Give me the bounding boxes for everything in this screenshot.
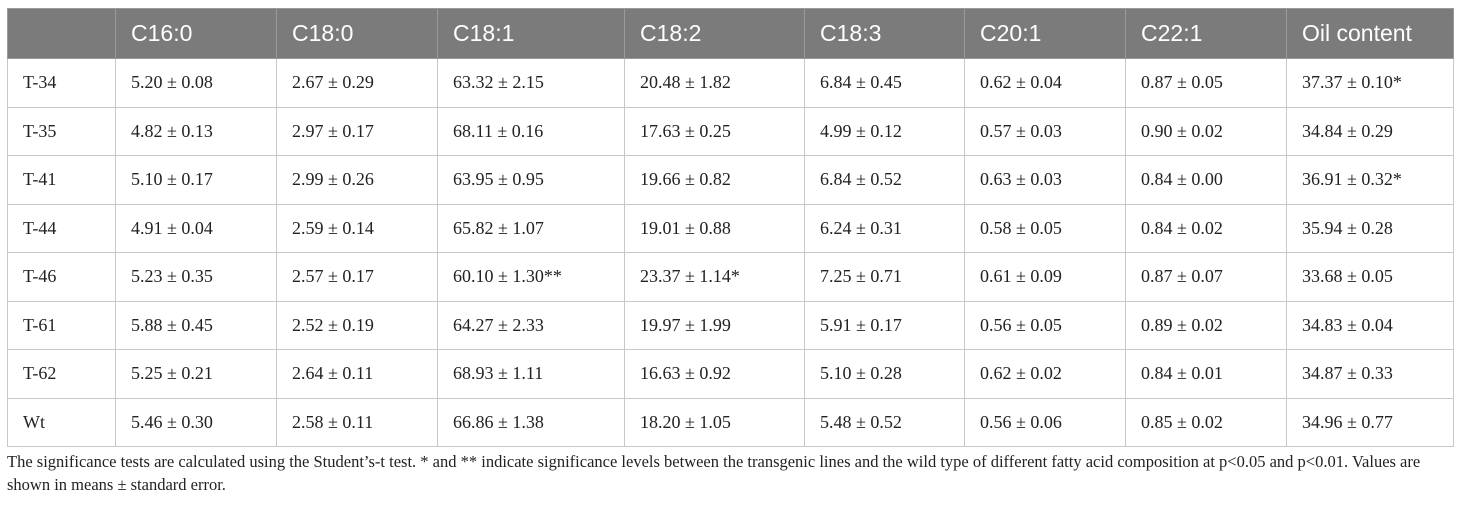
table-cell: 5.48 ± 0.52 xyxy=(804,397,965,447)
table-cell: 7.25 ± 0.71 xyxy=(804,252,965,302)
table-cell: 5.91 ± 0.17 xyxy=(804,300,965,350)
table-cell: 2.58 ± 0.11 xyxy=(276,397,438,447)
table-cell: 19.97 ± 1.99 xyxy=(624,300,805,350)
row-label-cell: T-62 xyxy=(7,349,116,399)
table-cell: 0.84 ± 0.00 xyxy=(1125,155,1287,205)
table-cell: 60.10 ± 1.30** xyxy=(437,252,625,302)
header-row: C16:0 C18:0 C18:1 C18:2 C18:3 C20:1 C22:1 Oil c… xyxy=(7,8,1454,59)
table-cell: 37.37 ± 0.10* xyxy=(1286,58,1454,108)
row-label-cell: T-61 xyxy=(7,300,116,350)
table-row: Wt 5.46 ± 0.30 2.58 ± 0.11 66.86 ± 1.38 18.2… xyxy=(7,397,1454,447)
table-cell: 4.99 ± 0.12 xyxy=(804,106,965,156)
table-cell: 0.63 ± 0.03 xyxy=(964,155,1126,205)
table-cell: 0.62 ± 0.02 xyxy=(964,349,1126,399)
table-cell: 2.67 ± 0.29 xyxy=(276,58,438,108)
table-cell: 2.97 ± 0.17 xyxy=(276,106,438,156)
table-cell: 4.91 ± 0.04 xyxy=(115,203,277,253)
data-table-container: C16:0 C18:0 C18:1 C18:2 C18:3 C20:1 C22:1 Oil c… xyxy=(7,8,1454,447)
table-cell: 19.01 ± 0.88 xyxy=(624,203,805,253)
table-cell: 5.25 ± 0.21 xyxy=(115,349,277,399)
table-cell: 6.84 ± 0.52 xyxy=(804,155,965,205)
table-cell: 66.86 ± 1.38 xyxy=(437,397,625,447)
table-row: T-35 4.82 ± 0.13 2.97 ± 0.17 68.11 ± 0.16 17… xyxy=(7,106,1454,156)
column-header: C20:1 xyxy=(964,8,1126,59)
fatty-acid-table: C16:0 C18:0 C18:1 C18:2 C18:3 C20:1 C22:1 Oil c… xyxy=(7,8,1454,447)
row-label-cell: T-34 xyxy=(7,58,116,108)
table-row: T-44 4.91 ± 0.04 2.59 ± 0.14 65.82 ± 1.07 19… xyxy=(7,203,1454,253)
table-cell: 0.61 ± 0.09 xyxy=(964,252,1126,302)
table-cell: 17.63 ± 0.25 xyxy=(624,106,805,156)
row-label-cell: T-46 xyxy=(7,252,116,302)
table-cell: 34.84 ± 0.29 xyxy=(1286,106,1454,156)
table-cell: 0.56 ± 0.06 xyxy=(964,397,1126,447)
table-cell: 20.48 ± 1.82 xyxy=(624,58,805,108)
column-header: C16:0 xyxy=(115,8,277,59)
table-cell: 5.23 ± 0.35 xyxy=(115,252,277,302)
table-cell: 2.64 ± 0.11 xyxy=(276,349,438,399)
table-cell: 34.83 ± 0.04 xyxy=(1286,300,1454,350)
row-label-cell: Wt xyxy=(7,397,116,447)
table-row: T-62 5.25 ± 0.21 2.64 ± 0.11 68.93 ± 1.11 16… xyxy=(7,349,1454,399)
table-cell: 0.84 ± 0.02 xyxy=(1125,203,1287,253)
table-cell: 6.84 ± 0.45 xyxy=(804,58,965,108)
table-row: T-61 5.88 ± 0.45 2.52 ± 0.19 64.27 ± 2.33 19… xyxy=(7,300,1454,350)
table-cell: 0.87 ± 0.05 xyxy=(1125,58,1287,108)
table-cell: 4.82 ± 0.13 xyxy=(115,106,277,156)
column-header: C22:1 xyxy=(1125,8,1287,59)
header-cell-corner xyxy=(7,8,116,59)
table-cell: 5.10 ± 0.28 xyxy=(804,349,965,399)
table-cell: 63.95 ± 0.95 xyxy=(437,155,625,205)
row-label-cell: T-41 xyxy=(7,155,116,205)
table-cell: 16.63 ± 0.92 xyxy=(624,349,805,399)
column-header: C18:3 xyxy=(804,8,965,59)
table-cell: 2.57 ± 0.17 xyxy=(276,252,438,302)
row-label-cell: T-44 xyxy=(7,203,116,253)
table-body: T-34 5.20 ± 0.08 2.67 ± 0.29 63.32 ± 2.15 20… xyxy=(7,58,1454,447)
table-cell: 19.66 ± 0.82 xyxy=(624,155,805,205)
table-cell: 23.37 ± 1.14* xyxy=(624,252,805,302)
row-label-cell: T-35 xyxy=(7,106,116,156)
table-cell: 5.46 ± 0.30 xyxy=(115,397,277,447)
table-cell: 0.56 ± 0.05 xyxy=(964,300,1126,350)
table-header: C16:0 C18:0 C18:1 C18:2 C18:3 C20:1 C22:1 Oil c… xyxy=(7,8,1454,59)
table-cell: 0.85 ± 0.02 xyxy=(1125,397,1287,447)
table-cell: 0.87 ± 0.07 xyxy=(1125,252,1287,302)
table-cell: 6.24 ± 0.31 xyxy=(804,203,965,253)
table-cell: 0.57 ± 0.03 xyxy=(964,106,1126,156)
table-cell: 0.58 ± 0.05 xyxy=(964,203,1126,253)
table-cell: 0.84 ± 0.01 xyxy=(1125,349,1287,399)
table-cell: 34.96 ± 0.77 xyxy=(1286,397,1454,447)
table-row: T-41 5.10 ± 0.17 2.99 ± 0.26 63.95 ± 0.95 19… xyxy=(7,155,1454,205)
table-cell: 2.52 ± 0.19 xyxy=(276,300,438,350)
table-cell: 5.88 ± 0.45 xyxy=(115,300,277,350)
table-cell: 63.32 ± 2.15 xyxy=(437,58,625,108)
table-cell: 0.62 ± 0.04 xyxy=(964,58,1126,108)
column-header: Oil content xyxy=(1286,8,1454,59)
table-cell: 0.90 ± 0.02 xyxy=(1125,106,1287,156)
table-cell: 0.89 ± 0.02 xyxy=(1125,300,1287,350)
table-cell: 68.93 ± 1.11 xyxy=(437,349,625,399)
table-cell: 34.87 ± 0.33 xyxy=(1286,349,1454,399)
table-cell: 64.27 ± 2.33 xyxy=(437,300,625,350)
table-footnote: The significance tests are calculated us… xyxy=(7,452,1421,494)
table-cell: 18.20 ± 1.05 xyxy=(624,397,805,447)
table-row: T-46 5.23 ± 0.35 2.57 ± 0.17 60.10 ± 1.30**… xyxy=(7,252,1454,302)
table-cell: 5.10 ± 0.17 xyxy=(115,155,277,205)
column-header: C18:1 xyxy=(437,8,625,59)
column-header: C18:0 xyxy=(276,8,438,59)
table-cell: 68.11 ± 0.16 xyxy=(437,106,625,156)
table-cell: 5.20 ± 0.08 xyxy=(115,58,277,108)
table-cell: 35.94 ± 0.28 xyxy=(1286,203,1454,253)
column-header: C18:2 xyxy=(624,8,805,59)
table-cell: 33.68 ± 0.05 xyxy=(1286,252,1454,302)
table-cell: 2.59 ± 0.14 xyxy=(276,203,438,253)
table-cell: 65.82 ± 1.07 xyxy=(437,203,625,253)
table-cell: 36.91 ± 0.32* xyxy=(1286,155,1454,205)
table-row: T-34 5.20 ± 0.08 2.67 ± 0.29 63.32 ± 2.15 20… xyxy=(7,58,1454,108)
table-cell: 2.99 ± 0.26 xyxy=(276,155,438,205)
